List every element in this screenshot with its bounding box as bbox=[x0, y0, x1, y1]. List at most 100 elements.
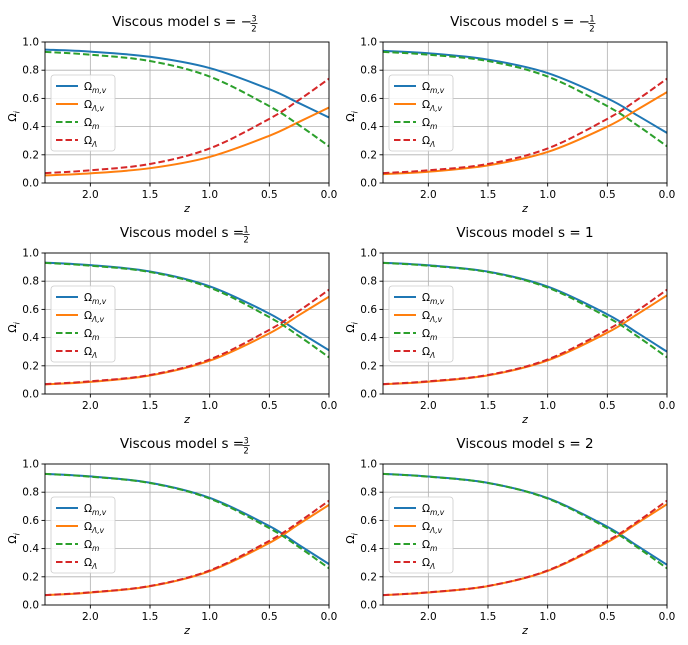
subplot-2: 0.0 0.2 0.4 0.6 0.8 1.0 2.0 1.5 1.0 0.5 0.0 Viscous… bbox=[344, 14, 675, 215]
y-tick-label: 0.0 bbox=[22, 178, 39, 190]
x-axis-label: z bbox=[183, 202, 190, 215]
legend-label: ΩΛ bbox=[84, 346, 97, 360]
series-line bbox=[383, 91, 667, 176]
y-tick-label: 0.0 bbox=[360, 600, 377, 612]
series-line bbox=[383, 50, 667, 148]
y-tick-label: 0.6 bbox=[22, 515, 39, 527]
y-tick-label: 0.6 bbox=[360, 304, 377, 316]
y-tick-label: 0.8 bbox=[22, 65, 39, 77]
y-axis-label: Ωi bbox=[344, 532, 359, 543]
y-tick-label: 0.2 bbox=[22, 571, 39, 583]
y-tick-label: 1.0 bbox=[360, 37, 377, 49]
x-tick-label: 1.0 bbox=[539, 400, 556, 412]
legend-box bbox=[50, 285, 116, 363]
axes-frame bbox=[382, 252, 668, 395]
title-fraction-numerator: 3 bbox=[251, 15, 256, 25]
series-group bbox=[45, 48, 329, 177]
x-tick-label: 0.0 bbox=[321, 189, 338, 201]
x-tick-label: 1.5 bbox=[480, 611, 497, 623]
x-tick-label: 1.0 bbox=[201, 611, 218, 623]
legend-label: Ωm bbox=[84, 117, 99, 131]
series-line bbox=[45, 261, 329, 359]
axes-frame bbox=[44, 463, 330, 606]
x-tick-label: 0.5 bbox=[261, 189, 278, 201]
legend-label: ΩΛ bbox=[422, 557, 435, 571]
series-line bbox=[45, 77, 329, 175]
x-tick-label: 2.0 bbox=[82, 189, 99, 201]
x-tick-label: 0.0 bbox=[321, 611, 338, 623]
legend-label: ΩΛ bbox=[422, 346, 435, 360]
y-tick-label: 1.0 bbox=[22, 248, 39, 260]
series-group bbox=[45, 261, 329, 386]
y-tick-label: 0.2 bbox=[360, 571, 377, 583]
legend-box bbox=[50, 496, 116, 574]
legend-label: ΩΛ bbox=[422, 135, 435, 149]
y-tick-label: 0.4 bbox=[360, 121, 377, 133]
series-line bbox=[45, 295, 329, 386]
y-axis-label: Ωi bbox=[6, 110, 21, 121]
x-axis-label: z bbox=[521, 413, 528, 426]
axes-frame bbox=[382, 41, 668, 184]
legend-label: Ωm bbox=[422, 539, 437, 553]
x-tick-label: 1.0 bbox=[201, 400, 218, 412]
series-line bbox=[45, 50, 329, 148]
x-axis-label: z bbox=[521, 624, 528, 637]
legend-label: ΩΛ bbox=[84, 135, 97, 149]
series-group bbox=[383, 261, 667, 386]
x-tick-label: 0.0 bbox=[659, 400, 676, 412]
legend-label: Ωm bbox=[84, 539, 99, 553]
y-tick-label: 0.4 bbox=[360, 543, 377, 555]
x-tick-label: 1.5 bbox=[480, 189, 497, 201]
x-tick-label: 0.0 bbox=[659, 189, 676, 201]
y-tick-label: 0.2 bbox=[22, 149, 39, 161]
x-tick-label: 0.5 bbox=[599, 400, 616, 412]
series-group bbox=[45, 472, 329, 597]
x-tick-label: 2.0 bbox=[420, 400, 437, 412]
subplot-title: Viscous model s = bbox=[120, 436, 244, 452]
title-fraction-denominator: 2 bbox=[243, 447, 248, 457]
axes-frame bbox=[382, 463, 668, 606]
subplot-title: Viscous model s = − bbox=[112, 14, 252, 30]
x-tick-label: 0.5 bbox=[261, 611, 278, 623]
x-tick-label: 2.0 bbox=[82, 400, 99, 412]
x-tick-label: 1.0 bbox=[539, 611, 556, 623]
y-axis-label: Ωi bbox=[344, 110, 359, 121]
series-line bbox=[45, 288, 329, 386]
subplot-1: 0.0 0.2 0.4 0.6 0.8 1.0 2.0 1.5 1.0 0.5 0.0 Viscous… bbox=[6, 14, 337, 215]
series-line bbox=[45, 261, 329, 352]
legend-label: Ωm,v bbox=[84, 503, 107, 517]
y-tick-label: 0.6 bbox=[22, 304, 39, 316]
legend-label: Ωm bbox=[422, 117, 437, 131]
x-tick-label: 1.0 bbox=[201, 189, 218, 201]
subplot-title: Viscous model s = 2 bbox=[456, 436, 593, 452]
legend-label: ΩΛ,v bbox=[422, 99, 443, 113]
x-tick-label: 2.0 bbox=[420, 189, 437, 201]
y-tick-label: 0.6 bbox=[22, 93, 39, 105]
legend-label: Ωm,v bbox=[84, 81, 107, 95]
axes-frame bbox=[44, 41, 330, 184]
x-axis-label: z bbox=[521, 202, 528, 215]
y-tick-label: 0.8 bbox=[360, 487, 377, 499]
title-fraction-denominator: 2 bbox=[243, 236, 248, 246]
x-tick-label: 0.0 bbox=[659, 611, 676, 623]
y-tick-label: 0.0 bbox=[360, 389, 377, 401]
y-tick-label: 1.0 bbox=[360, 248, 377, 260]
series-group bbox=[383, 49, 667, 176]
legend-label: Ωm,v bbox=[84, 292, 107, 306]
y-tick-label: 0.6 bbox=[360, 93, 377, 105]
y-tick-label: 0.4 bbox=[22, 121, 39, 133]
subplot-title: Viscous model s = − bbox=[450, 14, 590, 30]
legend-label: Ωm bbox=[422, 328, 437, 342]
series-group bbox=[383, 472, 667, 597]
y-tick-label: 0.8 bbox=[360, 276, 377, 288]
legend: Ωm,v ΩΛ,v Ωm ΩΛ bbox=[50, 285, 116, 363]
y-tick-label: 1.0 bbox=[22, 459, 39, 471]
y-tick-label: 0.4 bbox=[360, 332, 377, 344]
legend: Ωm,v ΩΛ,v Ωm ΩΛ bbox=[388, 496, 454, 574]
legend-label: Ωm,v bbox=[422, 503, 445, 517]
x-tick-label: 1.5 bbox=[142, 400, 159, 412]
legend-box bbox=[388, 74, 454, 152]
legend-box bbox=[388, 496, 454, 574]
series-line bbox=[383, 499, 667, 597]
